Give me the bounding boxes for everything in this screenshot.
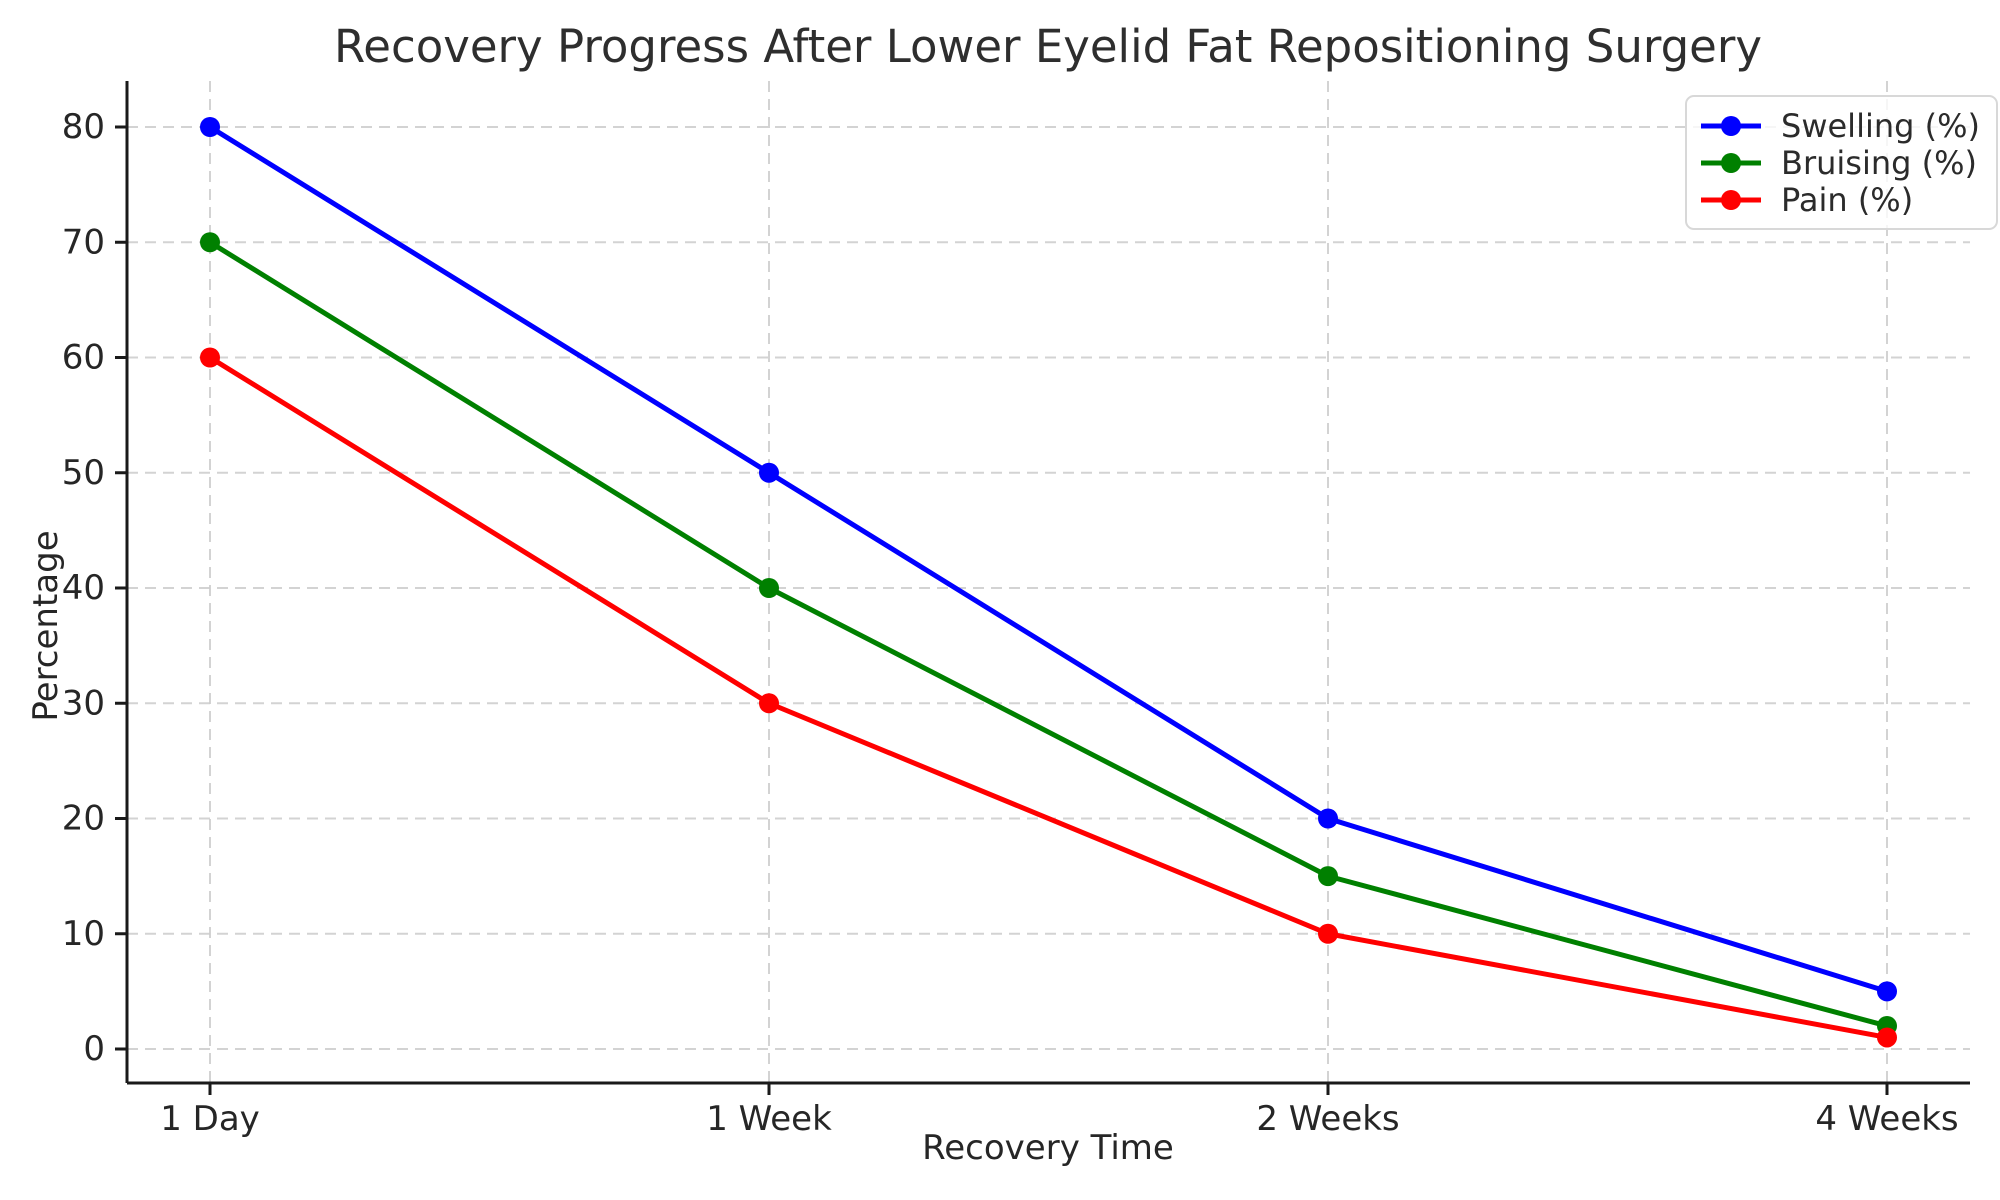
series-line-swelling: [207, 124, 1890, 994]
y-tick-label: 70: [62, 222, 105, 262]
x-axis-label: Recovery Time: [922, 1128, 1174, 1168]
legend-item-pain: Pain (%): [1699, 181, 1980, 218]
data-point-pain: [759, 693, 779, 714]
data-point-swelling: [759, 462, 779, 483]
y-tick-label: 80: [62, 107, 105, 147]
data-point-bruising: [200, 232, 220, 253]
data-point-swelling: [200, 117, 220, 137]
x-tick-label: 2 Weeks: [1256, 1099, 1399, 1139]
data-point-swelling: [1318, 808, 1338, 829]
series-line-bruising: [207, 239, 1890, 1029]
data-point-bruising: [759, 578, 779, 598]
x-tick-label: 1 Day: [160, 1099, 260, 1139]
y-tick-label: 20: [62, 799, 105, 839]
data-point-swelling: [1877, 981, 1897, 1002]
chart-title: Recovery Progress After Lower Eyelid Fat…: [334, 20, 1762, 73]
legend-item-swelling: Swelling (%): [1699, 107, 1980, 144]
x-tick-label: 4 Weeks: [1815, 1099, 1958, 1139]
data-point-bruising: [1318, 866, 1338, 887]
legend-line-marker-icon: [1701, 115, 1761, 136]
y-tick-label: 30: [62, 683, 105, 723]
y-tick-label: 0: [83, 1029, 105, 1069]
y-tick-label: 40: [62, 568, 105, 608]
series-line-pain: [207, 355, 1890, 1040]
x-tick-label: 1 Week: [706, 1099, 832, 1139]
legend-label: Pain (%): [1781, 180, 1914, 219]
data-point-pain: [1318, 923, 1338, 944]
data-point-pain: [200, 347, 220, 368]
legend-label: Bruising (%): [1781, 143, 1977, 182]
data-point-pain: [1877, 1027, 1897, 1048]
legend-line-marker-icon: [1701, 189, 1761, 210]
legend-line-marker-icon: [1701, 152, 1761, 173]
legend: Swelling (%) Bruising (%) Pain (%): [1685, 95, 1998, 230]
y-tick-label: 50: [62, 453, 105, 493]
y-tick-label: 60: [62, 338, 105, 378]
y-axis-label: Percentage: [26, 530, 66, 722]
legend-label: Swelling (%): [1781, 106, 1980, 145]
y-tick-label: 10: [62, 914, 105, 954]
legend-item-bruising: Bruising (%): [1699, 144, 1980, 181]
